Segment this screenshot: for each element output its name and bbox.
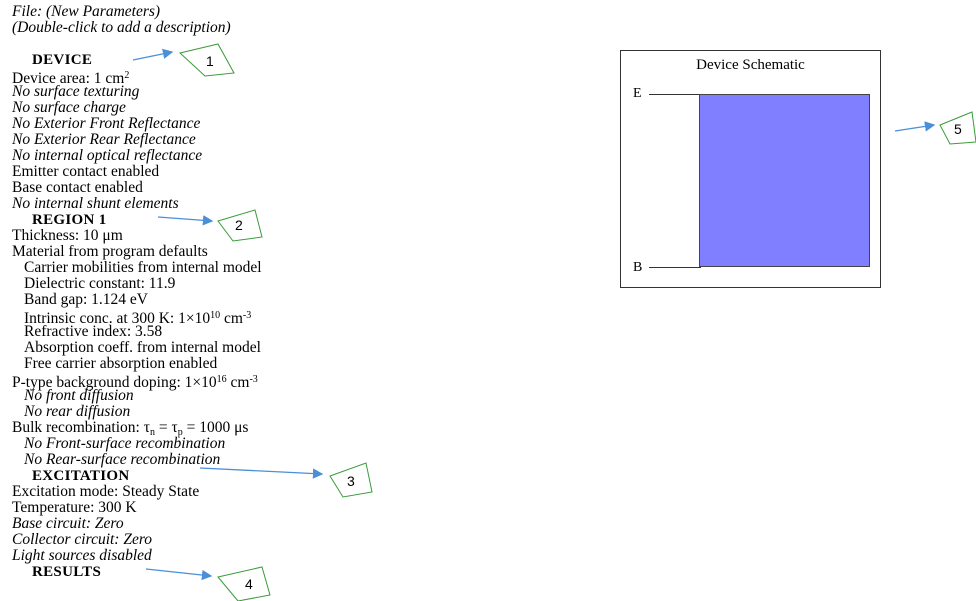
callout-1: 1 (178, 43, 235, 77)
excitation-temperature: Temperature: 300 K (12, 499, 137, 516)
file-title: File: (New Parameters) (12, 3, 161, 20)
callout-3: 3 (329, 462, 373, 498)
region-front-recombination: No Front-surface recombination (24, 435, 226, 452)
device-line: No Exterior Front Reflectance (12, 115, 201, 132)
device-line: No internal shunt elements (12, 195, 179, 212)
excitation-base: Base circuit: Zero (12, 515, 124, 532)
callout-5: 5 (939, 111, 976, 145)
region-free-carrier: Free carrier absorption enabled (24, 355, 218, 372)
base-label: B (633, 260, 643, 275)
device-line: No internal optical reflectance (12, 147, 203, 164)
callout-2-label: 2 (235, 217, 243, 233)
excitation-heading[interactable]: EXCITATION (32, 468, 130, 484)
region-refractive: Refractive index: 3.58 (24, 323, 163, 340)
region-absorption: Absorption coeff. from internal model (24, 339, 261, 356)
schematic-title: Device Schematic (696, 57, 805, 73)
base-lead (649, 267, 701, 268)
region-intrinsic: Intrinsic conc. at 300 K: 1×1010 cm-3 (24, 310, 252, 327)
annotation-arrow-5 (894, 121, 936, 132)
callout-4: 4 (217, 566, 271, 601)
excitation-mode: Excitation mode: Steady State (12, 483, 200, 500)
device-line: Emitter contact enabled (12, 163, 160, 180)
device-schematic[interactable]: Device Schematic E B (620, 50, 881, 288)
callout-2: 2 (217, 209, 263, 242)
region-material: Material from program defaults (12, 243, 208, 260)
emitter-label: E (633, 86, 642, 101)
annotation-arrow-3 (199, 467, 324, 479)
callout-1-label: 1 (206, 53, 214, 69)
description-hint[interactable]: (Double-click to add a description) (12, 19, 231, 36)
annotation-arrow-2 (157, 215, 214, 226)
excitation-collector: Collector circuit: Zero (12, 531, 153, 548)
region-doping: P-type background doping: 1×1016 cm-3 (12, 374, 258, 391)
results-heading[interactable]: RESULTS (32, 564, 102, 580)
region-heading[interactable]: REGION 1 (32, 212, 107, 228)
device-line: No surface charge (12, 99, 126, 116)
callout-5-label: 5 (954, 121, 962, 137)
emitter-lead (649, 94, 701, 95)
region-mobility: Carrier mobilities from internal model (24, 259, 262, 276)
excitation-light: Light sources disabled (12, 547, 152, 564)
callout-3-label: 3 (347, 473, 355, 489)
annotation-arrow-4 (145, 568, 213, 581)
region-front-diffusion: No front diffusion (24, 387, 134, 404)
region-dielectric: Dielectric constant: 11.9 (24, 275, 176, 292)
device-heading[interactable]: DEVICE (32, 52, 93, 68)
region-thickness: Thickness: 10 μm (12, 227, 123, 244)
device-area: Device area: 1 cm2 (12, 70, 130, 87)
annotation-arrow-1 (132, 48, 174, 61)
region-bandgap: Band gap: 1.124 eV (24, 291, 148, 308)
region-bulk-recombination: Bulk recombination: τn = τp = 1000 μs (12, 419, 249, 439)
device-line: Base contact enabled (12, 179, 143, 196)
region-rear-diffusion: No rear diffusion (24, 403, 131, 420)
device-line: No Exterior Rear Reflectance (12, 131, 196, 148)
region-rear-recombination: No Rear-surface recombination (24, 451, 221, 468)
callout-4-label: 4 (245, 576, 253, 592)
device-region[interactable] (699, 94, 870, 267)
device-line: No surface texturing (12, 83, 140, 100)
